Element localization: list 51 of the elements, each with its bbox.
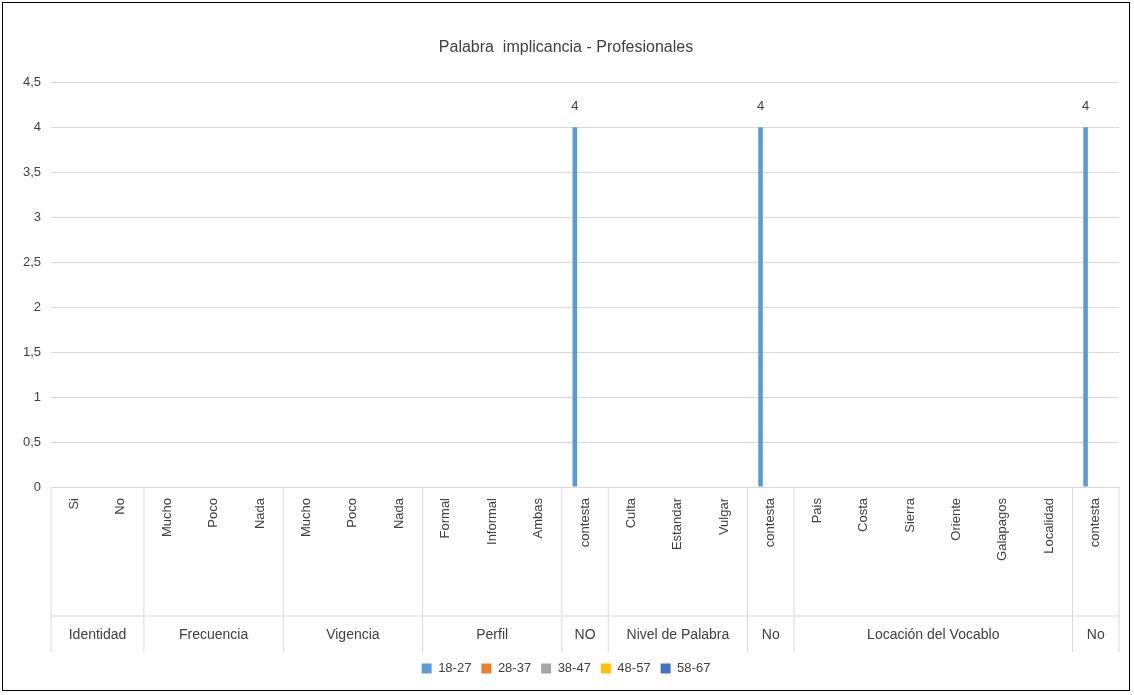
x-tick-label: Nada [251, 497, 267, 530]
x-tick-label: Culta [623, 497, 639, 529]
x-tick-label: contesta [762, 497, 778, 548]
x-tick-label: Vulgar [715, 497, 731, 536]
y-tick-label: 3 [33, 208, 42, 224]
text: Locación del Vocablo [867, 625, 1000, 642]
text: NO [574, 625, 596, 642]
chart-title: Palabra implicancia - Profesionales [438, 38, 694, 56]
y-tick-label: 4 [33, 118, 42, 134]
text: Frecuencia [178, 625, 249, 642]
y-tick-label: 2,5 [22, 253, 42, 269]
text: No [1086, 625, 1105, 642]
y-tick-label: 0,5 [22, 433, 42, 449]
x-tick-label: Poco [344, 498, 360, 528]
y-tick-label: 1,5 [22, 343, 42, 359]
data-label: 4 [756, 98, 765, 114]
x-tick-label: Oriente [948, 498, 964, 541]
x-tick-label: Localidad [1040, 498, 1056, 554]
x-tick-label: Pais [808, 497, 824, 524]
legend-label: 28-37 [497, 660, 532, 676]
x-tick-label: No [112, 498, 128, 515]
text: Identidad [68, 625, 127, 642]
x-tick-label: contesta [576, 497, 592, 548]
x-tick-label: Si [65, 497, 81, 510]
y-tick-label: 2 [33, 298, 42, 314]
y-tick-label: 1 [33, 388, 42, 404]
x-tick-label: Estandar [669, 497, 685, 551]
text: No [761, 625, 780, 642]
x-tick-label: Mucho [298, 498, 314, 538]
y-tick-label: 0 [33, 478, 42, 494]
legend-label: 38-47 [557, 660, 591, 676]
data-label: 4 [571, 98, 579, 114]
legend-label: 48-57 [617, 660, 651, 676]
x-tick-label: Costa [855, 497, 871, 532]
data-label: 4 [1081, 98, 1090, 114]
x-tick-label: Ambas [530, 497, 546, 539]
legend-label: 58-67 [677, 660, 711, 676]
x-tick-label: Sierra [901, 497, 917, 533]
y-tick-label: 3,5 [22, 163, 42, 179]
x-tick-label: Formal [437, 497, 453, 539]
text: Vigencia [326, 625, 380, 642]
text: Perfil [476, 625, 509, 642]
y-tick-label: 4,5 [22, 73, 42, 89]
x-tick-label: Galapagos [994, 497, 1010, 561]
x-tick-label: Mucho [158, 498, 174, 538]
x-tick-label: contesta [1087, 497, 1103, 548]
legend-label: 18-27 [438, 660, 472, 676]
x-tick-label: Informal [483, 497, 499, 545]
x-tick-label: Poco [205, 498, 221, 528]
x-tick-label: Nada [390, 497, 406, 530]
text: Nivel de Palabra [626, 625, 730, 642]
